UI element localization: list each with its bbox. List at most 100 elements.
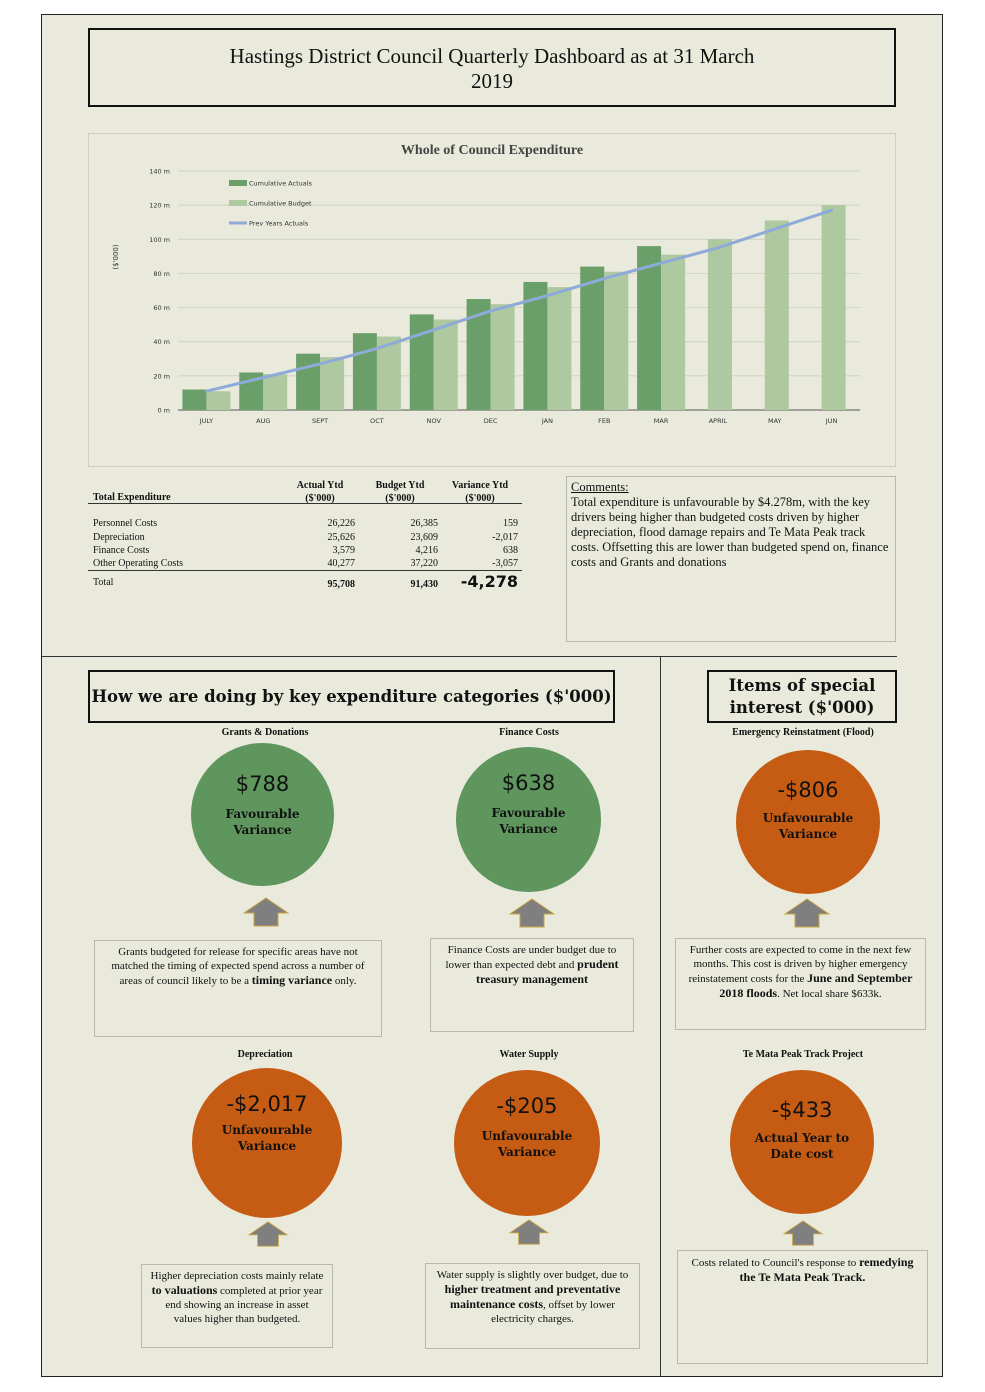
legend-swatch — [229, 180, 247, 186]
finance-status: Favourable Variance — [491, 806, 566, 836]
section-right-title: Items of special interest ($'000) — [707, 670, 897, 723]
total-label: Total — [93, 577, 114, 588]
grants-circle: $788 Favourable Variance — [191, 743, 334, 886]
water-circle: -$205 Unfavourable Variance — [454, 1070, 600, 1216]
bar-cumulative-budget — [206, 391, 231, 410]
x-tick-label: MAR — [654, 417, 669, 425]
bar-cumulative-budget — [604, 271, 629, 410]
header-variance-line1: Variance Ytd — [451, 480, 509, 491]
grants-amount: $788 — [235, 772, 290, 796]
temata-note-emphasis: remedying the Te Mata Peak Track. — [739, 1255, 914, 1284]
section-left-title: How we are doing by key expenditure cate… — [88, 670, 615, 723]
x-tick-label: MAY — [768, 417, 782, 425]
grants-note-text: Grants budgeted for release for specific… — [111, 946, 365, 987]
total-variance: -4,278 — [460, 572, 518, 591]
legend-label: Cumulative Budget — [249, 200, 312, 208]
row-actual: 40,277 — [327, 558, 356, 569]
bar-cumulative-budget — [263, 374, 288, 410]
finance-note-emphasis: prudent treasury management — [475, 957, 619, 986]
legend-label: Cumulative Actuals — [249, 180, 313, 188]
finance-amount: $638 — [501, 771, 556, 795]
header-budget: Budget Ytd ($'000) — [360, 479, 440, 505]
y-tick-label: 60 m — [153, 304, 170, 312]
bar-cumulative-actuals — [409, 314, 434, 410]
header-variance-line2: ($'000) — [465, 493, 495, 504]
row-actual: 25,626 — [327, 532, 356, 543]
depreciation-status: Unfavourable Variance — [221, 1123, 313, 1153]
x-tick-label: JUN — [825, 417, 838, 425]
finance-note-text: Finance Costs are under budget due to lo… — [445, 944, 617, 971]
row-budget: 23,609 — [410, 532, 439, 543]
section-divider — [42, 656, 897, 657]
comments-heading: Comments: — [571, 480, 629, 494]
up-arrow-icon — [782, 1220, 824, 1246]
category-grants: Grants & Donations — [221, 727, 309, 738]
chart-panel — [88, 133, 896, 467]
bar-cumulative-actuals — [580, 266, 605, 410]
x-tick-label: APRIL — [709, 417, 728, 425]
expenditure-chart: Whole of Council Expenditure ($'000) 0 m 20… — [112, 143, 860, 425]
y-tick-label: 100 m — [149, 236, 170, 244]
x-tick-label: DEC — [484, 417, 498, 425]
bar-cumulative-actuals — [637, 246, 662, 410]
water-status: Unfavourable Variance — [481, 1129, 573, 1159]
legend-swatch — [229, 200, 247, 206]
up-arrow-icon — [247, 1221, 289, 1247]
flood-circle: -$806 Unfavourable Variance — [736, 750, 880, 894]
y-tick-label: 40 m — [153, 338, 170, 346]
bar-cumulative-budget — [490, 304, 515, 410]
y-tick-label: 140 m — [149, 168, 170, 176]
y-tick-label: 20 m — [153, 372, 170, 380]
grants-status: Favourable Variance — [225, 807, 300, 837]
flood-note-end: . Net local share $633k. — [777, 988, 882, 1000]
temata-note-text: Costs related to Council's response to — [691, 1257, 860, 1269]
grants-note: Grants budgeted for release for specific… — [94, 940, 382, 1037]
category-temata: Te Mata Peak Track Project — [742, 1049, 864, 1060]
line-prev-years-actuals — [204, 208, 834, 393]
row-label: Depreciation — [93, 532, 145, 543]
temata-note: Costs related to Council's response to r… — [677, 1250, 928, 1364]
finance-note: Finance Costs are under budget due to lo… — [430, 938, 634, 1032]
flood-note: Further costs are expected to come in th… — [675, 938, 926, 1030]
depreciation-note: Higher depreciation costs mainly relate … — [141, 1264, 333, 1348]
y-tick-label: 0 m — [157, 407, 170, 415]
table-header-rule — [88, 503, 522, 504]
bar-cumulative-budget — [707, 239, 732, 410]
depreciation-note-text: Higher depreciation costs mainly relate — [150, 1270, 324, 1282]
up-arrow-icon — [509, 898, 555, 928]
x-tick-label: AUG — [256, 417, 270, 425]
header-actual-line1: Actual Ytd — [296, 480, 344, 491]
bar-cumulative-budget — [433, 319, 458, 410]
up-arrow-icon — [243, 897, 289, 927]
row-variance: 638 — [503, 545, 518, 556]
up-arrow-icon — [784, 898, 830, 928]
x-tick-label: FEB — [598, 417, 610, 425]
flood-note-emphasis: June and September 2018 floods — [719, 971, 913, 1000]
x-tick-label: NOV — [427, 417, 442, 425]
depreciation-note-emphasis: to valuations — [151, 1283, 218, 1297]
water-note-emphasis: higher treatment and preventative mainte… — [444, 1282, 621, 1311]
x-tick-label: OCT — [370, 417, 384, 425]
bar-cumulative-budget — [547, 287, 572, 410]
page-title: Hastings District Council Quarterly Dash… — [88, 28, 896, 107]
x-tick-label: SEPT — [312, 417, 328, 425]
bar-cumulative-actuals — [296, 353, 321, 410]
water-note-text: Water supply is slightly over budget, du… — [436, 1269, 629, 1281]
flood-status: Unfavourable Variance — [762, 811, 854, 841]
bar-cumulative-budget — [376, 336, 401, 410]
category-flood: Emergency Reinstatment (Flood) — [732, 727, 874, 738]
header-budget-line2: ($'000) — [385, 493, 415, 504]
finance-circle: $638 Favourable Variance — [456, 747, 601, 892]
category-depreciation: Depreciation — [237, 1049, 293, 1060]
water-note: Water supply is slightly over budget, du… — [425, 1263, 640, 1349]
legend-label: Prev Years Actuals — [249, 220, 309, 228]
header-variance: Variance Ytd ($'000) — [440, 479, 520, 505]
y-tick-label: 80 m — [153, 270, 170, 278]
table-total-rule — [88, 570, 522, 571]
category-water: Water Supply — [499, 1049, 559, 1060]
depreciation-circle: -$2,017 Unfavourable Variance — [192, 1068, 342, 1218]
bar-cumulative-actuals — [182, 389, 207, 410]
bar-cumulative-budget — [320, 357, 345, 410]
page-title-text: Hastings District Council Quarterly Dash… — [229, 44, 755, 93]
bar-cumulative-actuals — [523, 281, 548, 410]
